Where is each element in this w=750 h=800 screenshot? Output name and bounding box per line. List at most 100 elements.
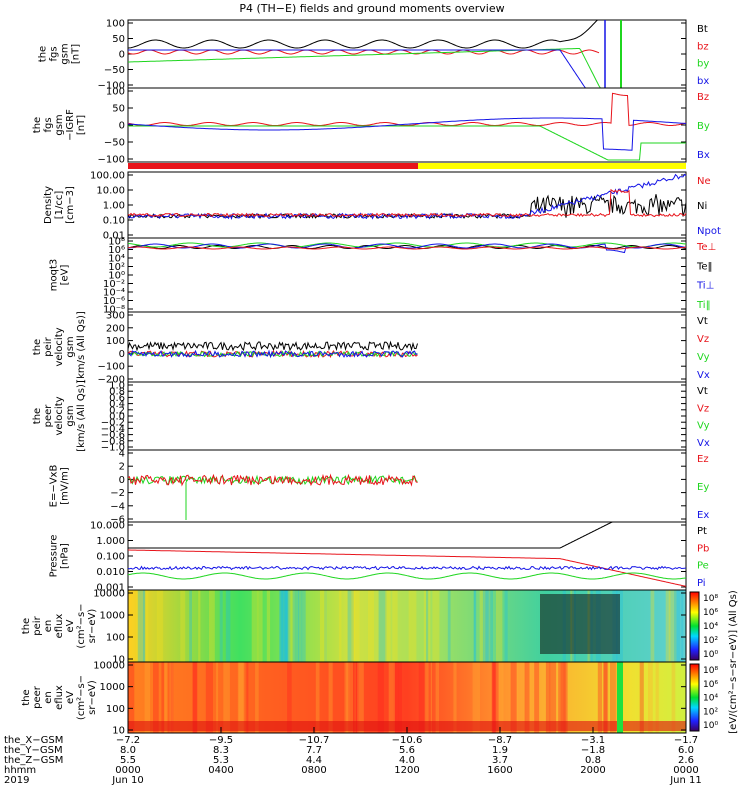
spectrogram-band xyxy=(169,662,174,733)
spectrogram-band xyxy=(491,662,497,733)
y-axis-label: [cm−3] xyxy=(65,186,76,224)
spectrogram-band xyxy=(285,590,291,662)
spectrogram-band xyxy=(189,590,192,662)
spectrogram-band xyxy=(674,590,681,662)
trace-ti-par xyxy=(127,242,687,248)
legend-entry: Bz xyxy=(697,92,709,103)
y-axis-label: [km/s (All Qs)] xyxy=(76,380,87,452)
colorbar-tick-label: 10⁸ xyxy=(703,594,718,604)
y-axis-label: fgs xyxy=(49,46,60,61)
y-axis-label: peer xyxy=(32,685,43,709)
spectrogram-band xyxy=(287,662,292,733)
y-tick-label: 0.001 xyxy=(96,583,125,594)
x-tick-label: 8.0 xyxy=(120,745,136,756)
y-tick-label: 0 xyxy=(119,349,125,360)
spectrogram-band xyxy=(377,662,384,733)
y-axis-label: gsm xyxy=(54,114,65,135)
spectrogram-band xyxy=(378,590,387,662)
legend-entry: Pe xyxy=(697,561,709,572)
legend-entry: Ex xyxy=(697,510,709,521)
spectrogram-band xyxy=(482,590,489,662)
x-tick-label: Jun 10 xyxy=(111,775,144,786)
spectrogram-band xyxy=(681,590,684,662)
y-axis-label: [nT] xyxy=(71,44,82,64)
colorbar-2 xyxy=(689,663,700,732)
spectrogram-band xyxy=(356,662,360,733)
x-tick-label: −1.7 xyxy=(674,735,698,746)
spectrogram-band xyxy=(161,662,164,733)
trace-bz xyxy=(127,49,600,55)
spectrogram-band xyxy=(668,590,677,662)
panel-frame-7 xyxy=(127,449,687,523)
y-axis-label: eflux xyxy=(54,685,65,710)
y-axis-label: the xyxy=(21,618,32,634)
y-tick-label: −100 xyxy=(98,362,125,373)
spectrogram-band xyxy=(266,590,271,662)
x-tick-label: 0800 xyxy=(301,765,326,776)
y-tick-label: 1.000 xyxy=(96,536,125,547)
x-tick-label: −1.8 xyxy=(581,745,605,756)
spectrogram-band xyxy=(144,590,149,662)
y-axis-label: gsm xyxy=(65,336,76,357)
y-tick-label: −0.6 xyxy=(101,430,125,441)
colorbar-tick-label: 10⁴ xyxy=(703,694,718,704)
y-tick-label: −50 xyxy=(104,65,125,76)
spectrogram-band xyxy=(168,662,173,733)
x-tick-label: 0000 xyxy=(673,765,698,776)
y-axis-label: Density xyxy=(43,186,54,224)
spectrogram-band xyxy=(192,662,198,733)
y-axis-label: the xyxy=(32,117,43,133)
x-tick-label: 6.0 xyxy=(678,745,694,756)
trace-bx xyxy=(128,49,605,89)
y-tick-label: 0.100 xyxy=(96,552,125,563)
y-tick-label: 100 xyxy=(106,19,125,30)
x-tick-label: −8.7 xyxy=(488,735,512,746)
y-axis-label: [eV] xyxy=(60,265,71,286)
spectrogram-band xyxy=(603,662,608,733)
x-row-label: the_Z−GSM xyxy=(4,755,63,766)
spectrogram-band xyxy=(251,590,259,662)
panel-frame-3 xyxy=(127,171,687,239)
spectrogram-band xyxy=(237,662,244,733)
spectrogram-band xyxy=(473,590,476,662)
y-tick-label: 1.0 xyxy=(109,381,125,392)
x-tick-label: 0000 xyxy=(115,765,140,776)
y-axis-label: peer xyxy=(43,404,54,428)
x-row-label: the_Y−GSM xyxy=(4,745,63,756)
y-axis-label: eV xyxy=(65,691,76,704)
spectrogram-band xyxy=(393,662,399,733)
y-axis-label: (cm²−s− xyxy=(76,603,87,648)
spectrogram-band xyxy=(153,662,159,733)
x-tick-label: 2000 xyxy=(580,765,605,776)
x-tick-label: 1200 xyxy=(394,765,419,776)
y-tick-label: 10⁻⁶ xyxy=(103,296,125,307)
y-tick-label: −100 xyxy=(98,155,125,166)
spectrogram-band xyxy=(164,662,167,733)
spectrogram-band xyxy=(639,662,644,733)
legend-entry: Vz xyxy=(697,403,709,414)
y-tick-label: 100.00 xyxy=(90,171,125,182)
y-tick-label: −0.2 xyxy=(101,418,125,429)
spectrogram-band xyxy=(288,590,295,662)
y-axis-label: E=−VxB xyxy=(49,465,60,508)
y-tick-label: 200 xyxy=(106,323,125,334)
colorbar-tick-label: 10² xyxy=(703,636,718,646)
trace-ti-perp xyxy=(127,243,687,254)
x-tick-label: −3.1 xyxy=(581,735,605,746)
legend-entry: Vy xyxy=(697,421,710,432)
spectrogram-band xyxy=(560,662,568,733)
trace-pt xyxy=(128,521,686,549)
spectrogram-band xyxy=(279,590,287,662)
x-row-label: hhmm xyxy=(4,765,36,776)
y-tick-label: 10⁰ xyxy=(108,271,125,282)
y-axis-label: gsm xyxy=(60,43,71,64)
x-tick-label: 0.8 xyxy=(585,755,601,766)
spectrogram-band xyxy=(198,590,201,662)
y-tick-label: 0.4 xyxy=(109,399,125,410)
trace-ez xyxy=(127,473,418,487)
y-tick-label: 10000 xyxy=(93,661,125,672)
spectrogram-band xyxy=(315,662,320,733)
spectrogram-band xyxy=(324,590,327,662)
y-tick-label: 10⁸ xyxy=(108,237,125,248)
y-tick-label: 1000 xyxy=(100,682,125,693)
